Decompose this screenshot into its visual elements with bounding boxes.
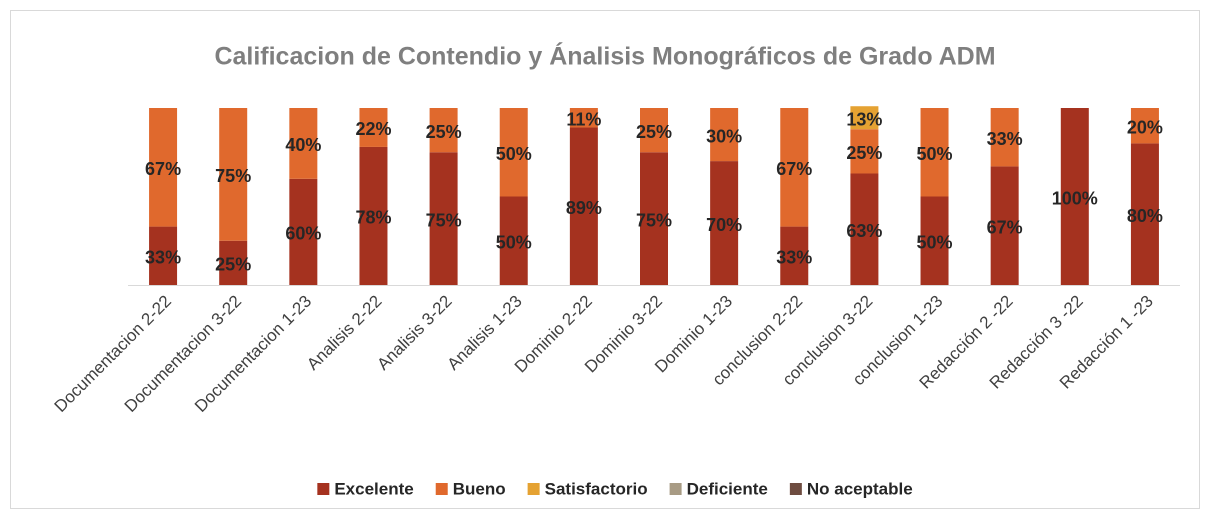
chart-frame — [10, 10, 1200, 509]
bar-segment — [850, 173, 879, 285]
bar-segment — [990, 166, 1019, 285]
value-label: 100% — [1052, 188, 1098, 208]
value-label: 50% — [496, 144, 532, 164]
bar-segment — [149, 226, 178, 285]
value-label: 75% — [215, 166, 251, 186]
bar-segment — [149, 108, 178, 227]
value-label: 67% — [987, 217, 1023, 237]
bar-segment — [990, 108, 1019, 167]
value-label: 50% — [496, 233, 532, 253]
bar-segment — [359, 146, 388, 285]
value-label: 40% — [285, 135, 321, 155]
value-label: 75% — [636, 210, 672, 230]
value-label: 50% — [917, 144, 953, 164]
bar-segment — [289, 108, 318, 179]
bar-segment — [920, 196, 949, 285]
value-label: 60% — [285, 224, 321, 244]
value-label: 63% — [846, 221, 882, 241]
value-label: 33% — [776, 248, 812, 268]
bar-segment — [429, 152, 458, 285]
legend-swatch — [435, 483, 448, 495]
legend-swatch — [317, 483, 330, 495]
bar-segment — [569, 108, 598, 128]
legend-label: Satisfactorio — [545, 479, 648, 498]
legend-label: Excelente — [334, 479, 413, 498]
bar-segment — [710, 108, 739, 162]
chart-title: Calificacion de Contendio y Ánalisis Mon… — [214, 42, 995, 71]
legend-label: Bueno — [453, 479, 506, 498]
value-label: 67% — [776, 159, 812, 179]
bar-segment — [429, 108, 458, 153]
bar-segment — [289, 178, 318, 285]
bar-segment — [499, 196, 528, 285]
legend-label: No aceptable — [807, 479, 913, 498]
legend-label: Deficiente — [687, 479, 768, 498]
bar-segment — [780, 226, 809, 285]
value-label: 30% — [706, 126, 742, 146]
value-label: 67% — [145, 159, 181, 179]
bar-segment — [850, 106, 879, 130]
value-label: 25% — [215, 255, 251, 275]
legend-swatch — [789, 483, 802, 495]
legend-swatch — [527, 483, 540, 495]
legend: Excelente Bueno Satisfactorio Deficiente No … — [317, 479, 913, 498]
value-label: 70% — [706, 215, 742, 235]
bar-segment — [1130, 143, 1159, 285]
bar-segment — [1060, 108, 1089, 285]
bar-segment — [499, 108, 528, 197]
bar-segment — [569, 127, 598, 285]
value-label: 13% — [846, 109, 882, 129]
value-label: 22% — [355, 119, 391, 139]
bar-segment — [640, 108, 668, 153]
value-label: 78% — [355, 208, 391, 228]
bar-segment — [1130, 108, 1159, 144]
value-label: 20% — [1127, 117, 1163, 137]
legend-swatch — [669, 483, 682, 495]
bar-segment — [219, 240, 248, 285]
value-label: 75% — [426, 210, 462, 230]
bar-segment — [359, 108, 388, 147]
value-label: 25% — [426, 122, 462, 142]
bar-segment — [850, 129, 879, 174]
bar-segment — [780, 108, 809, 227]
bar-segment — [640, 152, 668, 285]
value-label: 11% — [566, 109, 601, 129]
value-label: 25% — [846, 143, 882, 163]
bar-segment — [920, 108, 949, 197]
value-label: 33% — [145, 248, 181, 268]
bar-segment — [710, 161, 739, 285]
value-label: 33% — [987, 129, 1023, 149]
bar-segment — [219, 108, 248, 241]
value-label: 80% — [1127, 206, 1163, 226]
value-label: 25% — [636, 122, 672, 142]
value-label: 50% — [917, 233, 953, 253]
value-label: 89% — [566, 198, 602, 218]
